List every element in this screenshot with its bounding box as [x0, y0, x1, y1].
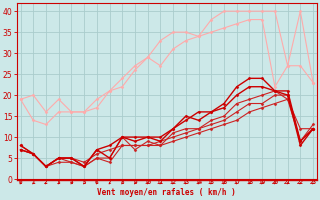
X-axis label: Vent moyen/en rafales ( km/h ): Vent moyen/en rafales ( km/h ) — [97, 188, 236, 197]
